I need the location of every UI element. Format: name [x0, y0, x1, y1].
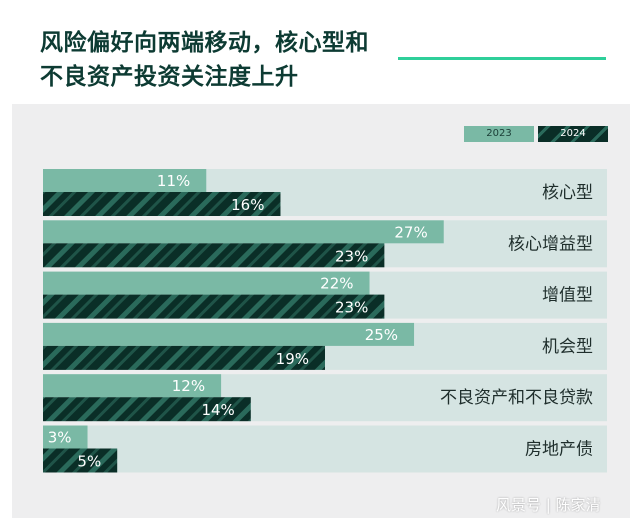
bar-2023	[43, 322, 415, 346]
legend-item-2024: 2024	[538, 126, 608, 142]
bar-2024	[43, 243, 385, 268]
data-label-2024: 5%	[77, 453, 101, 471]
title-accent-line	[398, 57, 606, 60]
category-label: 核心型	[542, 183, 593, 203]
data-label-2023: 22%	[320, 275, 353, 293]
title-line-1: 风险偏好向两端移动，核心型和	[40, 30, 369, 56]
chart-title: 风险偏好向两端移动，核心型和 不良资产投资关注度上升	[40, 26, 369, 94]
bar-2024	[43, 345, 325, 370]
category-label: 核心增益型	[508, 234, 593, 254]
category-label: 房地产债	[525, 440, 593, 460]
bar-2023	[43, 271, 370, 295]
data-label-2024: 19%	[276, 350, 309, 368]
bar-2023	[43, 169, 207, 192]
data-label-2024: 23%	[335, 299, 368, 317]
data-label-2023: 27%	[394, 223, 427, 241]
bar-2024	[43, 448, 118, 473]
data-label-2024: 16%	[231, 196, 264, 214]
watermark: 风景号 | 陈家清	[496, 496, 601, 514]
bar-2024	[43, 294, 385, 319]
row-background	[43, 425, 607, 473]
data-label-2023: 25%	[365, 326, 398, 344]
category-label: 不良资产和不良贷款	[440, 388, 593, 408]
data-label-2024: 23%	[335, 247, 368, 265]
category-label: 增值型	[542, 286, 593, 306]
bar-2024	[43, 192, 281, 216]
category-label: 机会型	[542, 337, 593, 357]
bar-2023	[43, 425, 88, 449]
title-line-2: 不良资产投资关注度上升	[40, 64, 299, 90]
bar-2023	[43, 220, 444, 244]
legend-item-2023: 2023	[464, 126, 534, 142]
data-label-2024: 14%	[201, 401, 234, 419]
data-label-2023: 3%	[48, 429, 72, 447]
data-label-2023: 12%	[172, 377, 205, 395]
bar-2023	[43, 374, 222, 398]
data-label-2023: 11%	[157, 172, 190, 190]
bar-2024	[43, 397, 251, 422]
